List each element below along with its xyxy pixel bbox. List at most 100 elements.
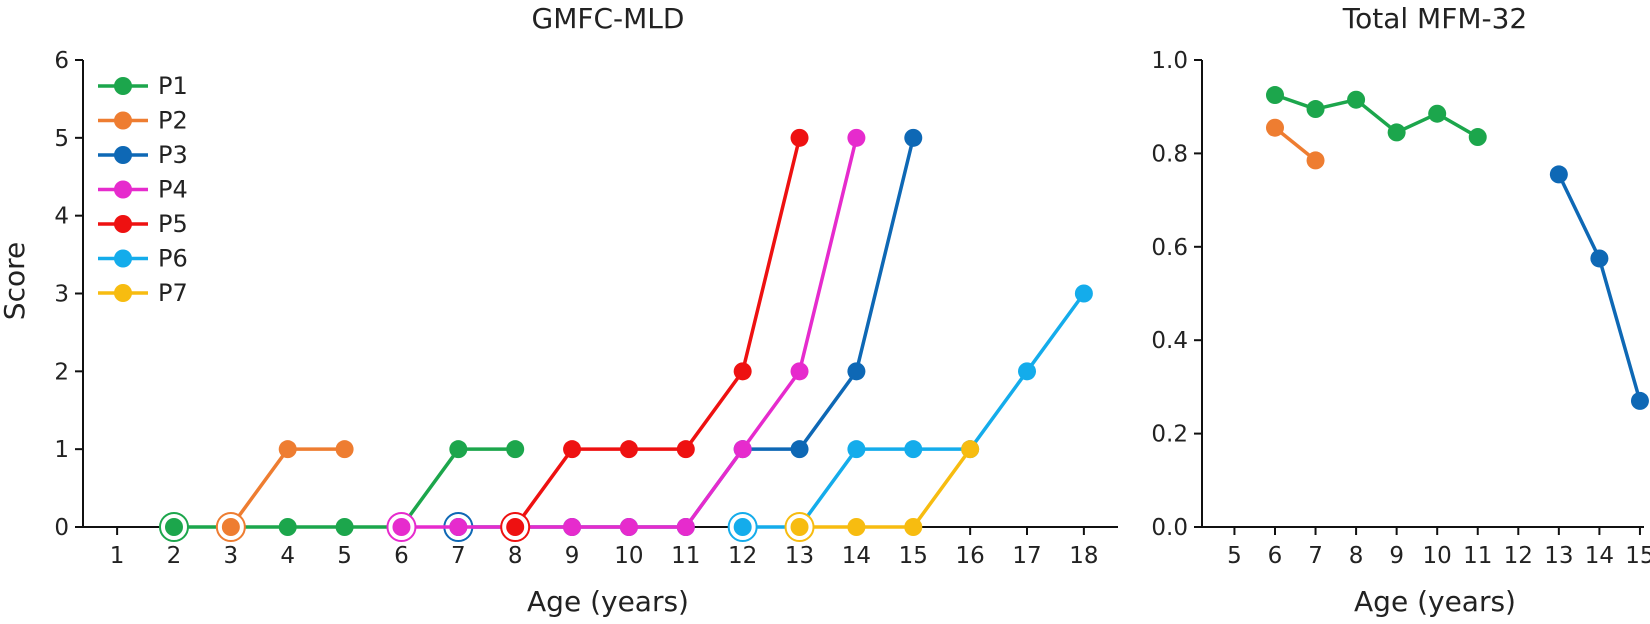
legend-item-p6: P6 bbox=[98, 245, 188, 273]
x-tick-label: 2 bbox=[167, 543, 182, 569]
series-line bbox=[742, 292, 1086, 529]
data-point bbox=[449, 440, 468, 459]
data-point bbox=[1306, 151, 1325, 170]
legend-marker bbox=[114, 249, 132, 268]
x-tick-label: 12 bbox=[728, 543, 757, 569]
x-tick-label: 10 bbox=[614, 543, 643, 569]
x-tick-label: 14 bbox=[842, 543, 871, 569]
x-tick-label: 17 bbox=[1012, 543, 1041, 569]
legend-item-p4: P4 bbox=[98, 176, 188, 204]
legend-item-p3: P3 bbox=[98, 141, 188, 169]
data-point bbox=[392, 518, 411, 536]
x-tick-label: 8 bbox=[1349, 543, 1364, 569]
y-axis-label: Score bbox=[0, 242, 31, 320]
series-1 bbox=[1265, 86, 1487, 147]
legend-item-p7: P7 bbox=[98, 279, 188, 307]
data-point bbox=[1428, 104, 1447, 123]
legend-marker bbox=[114, 111, 132, 130]
x-tick-label: 13 bbox=[1544, 543, 1573, 569]
x-tick-label: 5 bbox=[1227, 543, 1242, 569]
x-tick-label: 11 bbox=[1463, 543, 1492, 569]
legend-item-p2: P2 bbox=[98, 107, 188, 135]
x-tick-label: 9 bbox=[1389, 543, 1404, 569]
x-axis-label: Age (years) bbox=[527, 585, 689, 618]
series-p5 bbox=[500, 128, 809, 542]
y-tick-label: 3 bbox=[54, 282, 69, 308]
data-point bbox=[1347, 90, 1366, 109]
series-p2 bbox=[215, 440, 354, 542]
data-point bbox=[1265, 118, 1284, 137]
x-tick-label: 4 bbox=[280, 543, 295, 569]
data-point bbox=[1468, 128, 1487, 147]
x-tick-label: 16 bbox=[956, 543, 985, 569]
y-tick-label: 0.8 bbox=[1151, 141, 1188, 167]
data-point bbox=[847, 440, 866, 459]
series-line bbox=[401, 137, 859, 529]
series-line bbox=[229, 447, 345, 529]
data-point bbox=[449, 518, 468, 536]
data-point bbox=[790, 128, 809, 147]
data-point bbox=[563, 518, 582, 536]
data-point bbox=[221, 518, 240, 536]
legend-label: P1 bbox=[158, 72, 188, 100]
data-point bbox=[961, 440, 980, 459]
x-tick-label: 14 bbox=[1585, 543, 1614, 569]
series-p3 bbox=[443, 128, 923, 542]
series-group bbox=[1265, 86, 1649, 410]
series-line bbox=[458, 137, 915, 529]
data-point bbox=[904, 128, 923, 147]
data-point bbox=[733, 362, 752, 381]
x-tick-label: 6 bbox=[394, 543, 409, 569]
data-point bbox=[1018, 362, 1037, 381]
x-tick-label: 15 bbox=[1625, 543, 1650, 569]
legend-label: P6 bbox=[158, 245, 188, 273]
x-tick-label: 5 bbox=[337, 543, 352, 569]
x-tick-label: 7 bbox=[1308, 543, 1323, 569]
x-axis-label: Age (years) bbox=[1354, 585, 1516, 618]
data-point bbox=[164, 518, 183, 536]
data-point bbox=[733, 440, 752, 459]
data-point bbox=[335, 518, 354, 536]
legend-marker bbox=[114, 146, 132, 164]
legend-marker bbox=[114, 215, 132, 233]
x-tick-label: 1 bbox=[110, 543, 125, 569]
y-tick-label: 0.6 bbox=[1151, 235, 1188, 261]
y-tick-label: 0.4 bbox=[1151, 328, 1188, 354]
series-p7 bbox=[784, 440, 980, 542]
data-point bbox=[619, 440, 638, 459]
data-point bbox=[1265, 86, 1284, 105]
x-tick-label: 9 bbox=[565, 543, 580, 569]
chart-title: GMFC-MLD bbox=[532, 2, 685, 35]
series-line bbox=[1557, 173, 1642, 402]
series-line bbox=[1274, 93, 1479, 139]
y-tick-label: 1.0 bbox=[1151, 48, 1188, 74]
y-tick-label: 4 bbox=[54, 204, 69, 230]
series-group bbox=[158, 128, 1093, 542]
y-tick-label: 1 bbox=[54, 437, 69, 463]
series-3 bbox=[1549, 165, 1649, 410]
x-tick-label: 18 bbox=[1069, 543, 1098, 569]
legend-item-p5: P5 bbox=[98, 210, 188, 238]
legend-item-p1: P1 bbox=[98, 72, 188, 100]
x-tick-label: 11 bbox=[671, 543, 700, 569]
data-point bbox=[619, 518, 638, 536]
series-2 bbox=[1265, 118, 1325, 170]
data-point bbox=[733, 518, 752, 536]
series-line bbox=[513, 137, 802, 529]
x-tick-label: 12 bbox=[1504, 543, 1533, 569]
data-point bbox=[278, 518, 297, 536]
x-ticks: 5 6 7 8 9 10 11 12 13 14 15 bbox=[1227, 527, 1650, 569]
data-point bbox=[1590, 249, 1609, 268]
data-point bbox=[506, 518, 525, 536]
y-tick-label: 0.0 bbox=[1151, 515, 1188, 541]
legend-label: P2 bbox=[158, 107, 188, 135]
data-point bbox=[1387, 123, 1406, 142]
legend-label: P7 bbox=[158, 279, 188, 307]
data-point bbox=[904, 440, 923, 459]
y-tick-label: 5 bbox=[54, 126, 69, 152]
legend-marker bbox=[114, 77, 132, 95]
legend-label: P5 bbox=[158, 210, 188, 238]
series-p6 bbox=[727, 284, 1093, 542]
y-ticks: 0.0 0.2 0.4 0.6 0.8 1.0 bbox=[1151, 48, 1202, 541]
data-point bbox=[847, 362, 866, 381]
